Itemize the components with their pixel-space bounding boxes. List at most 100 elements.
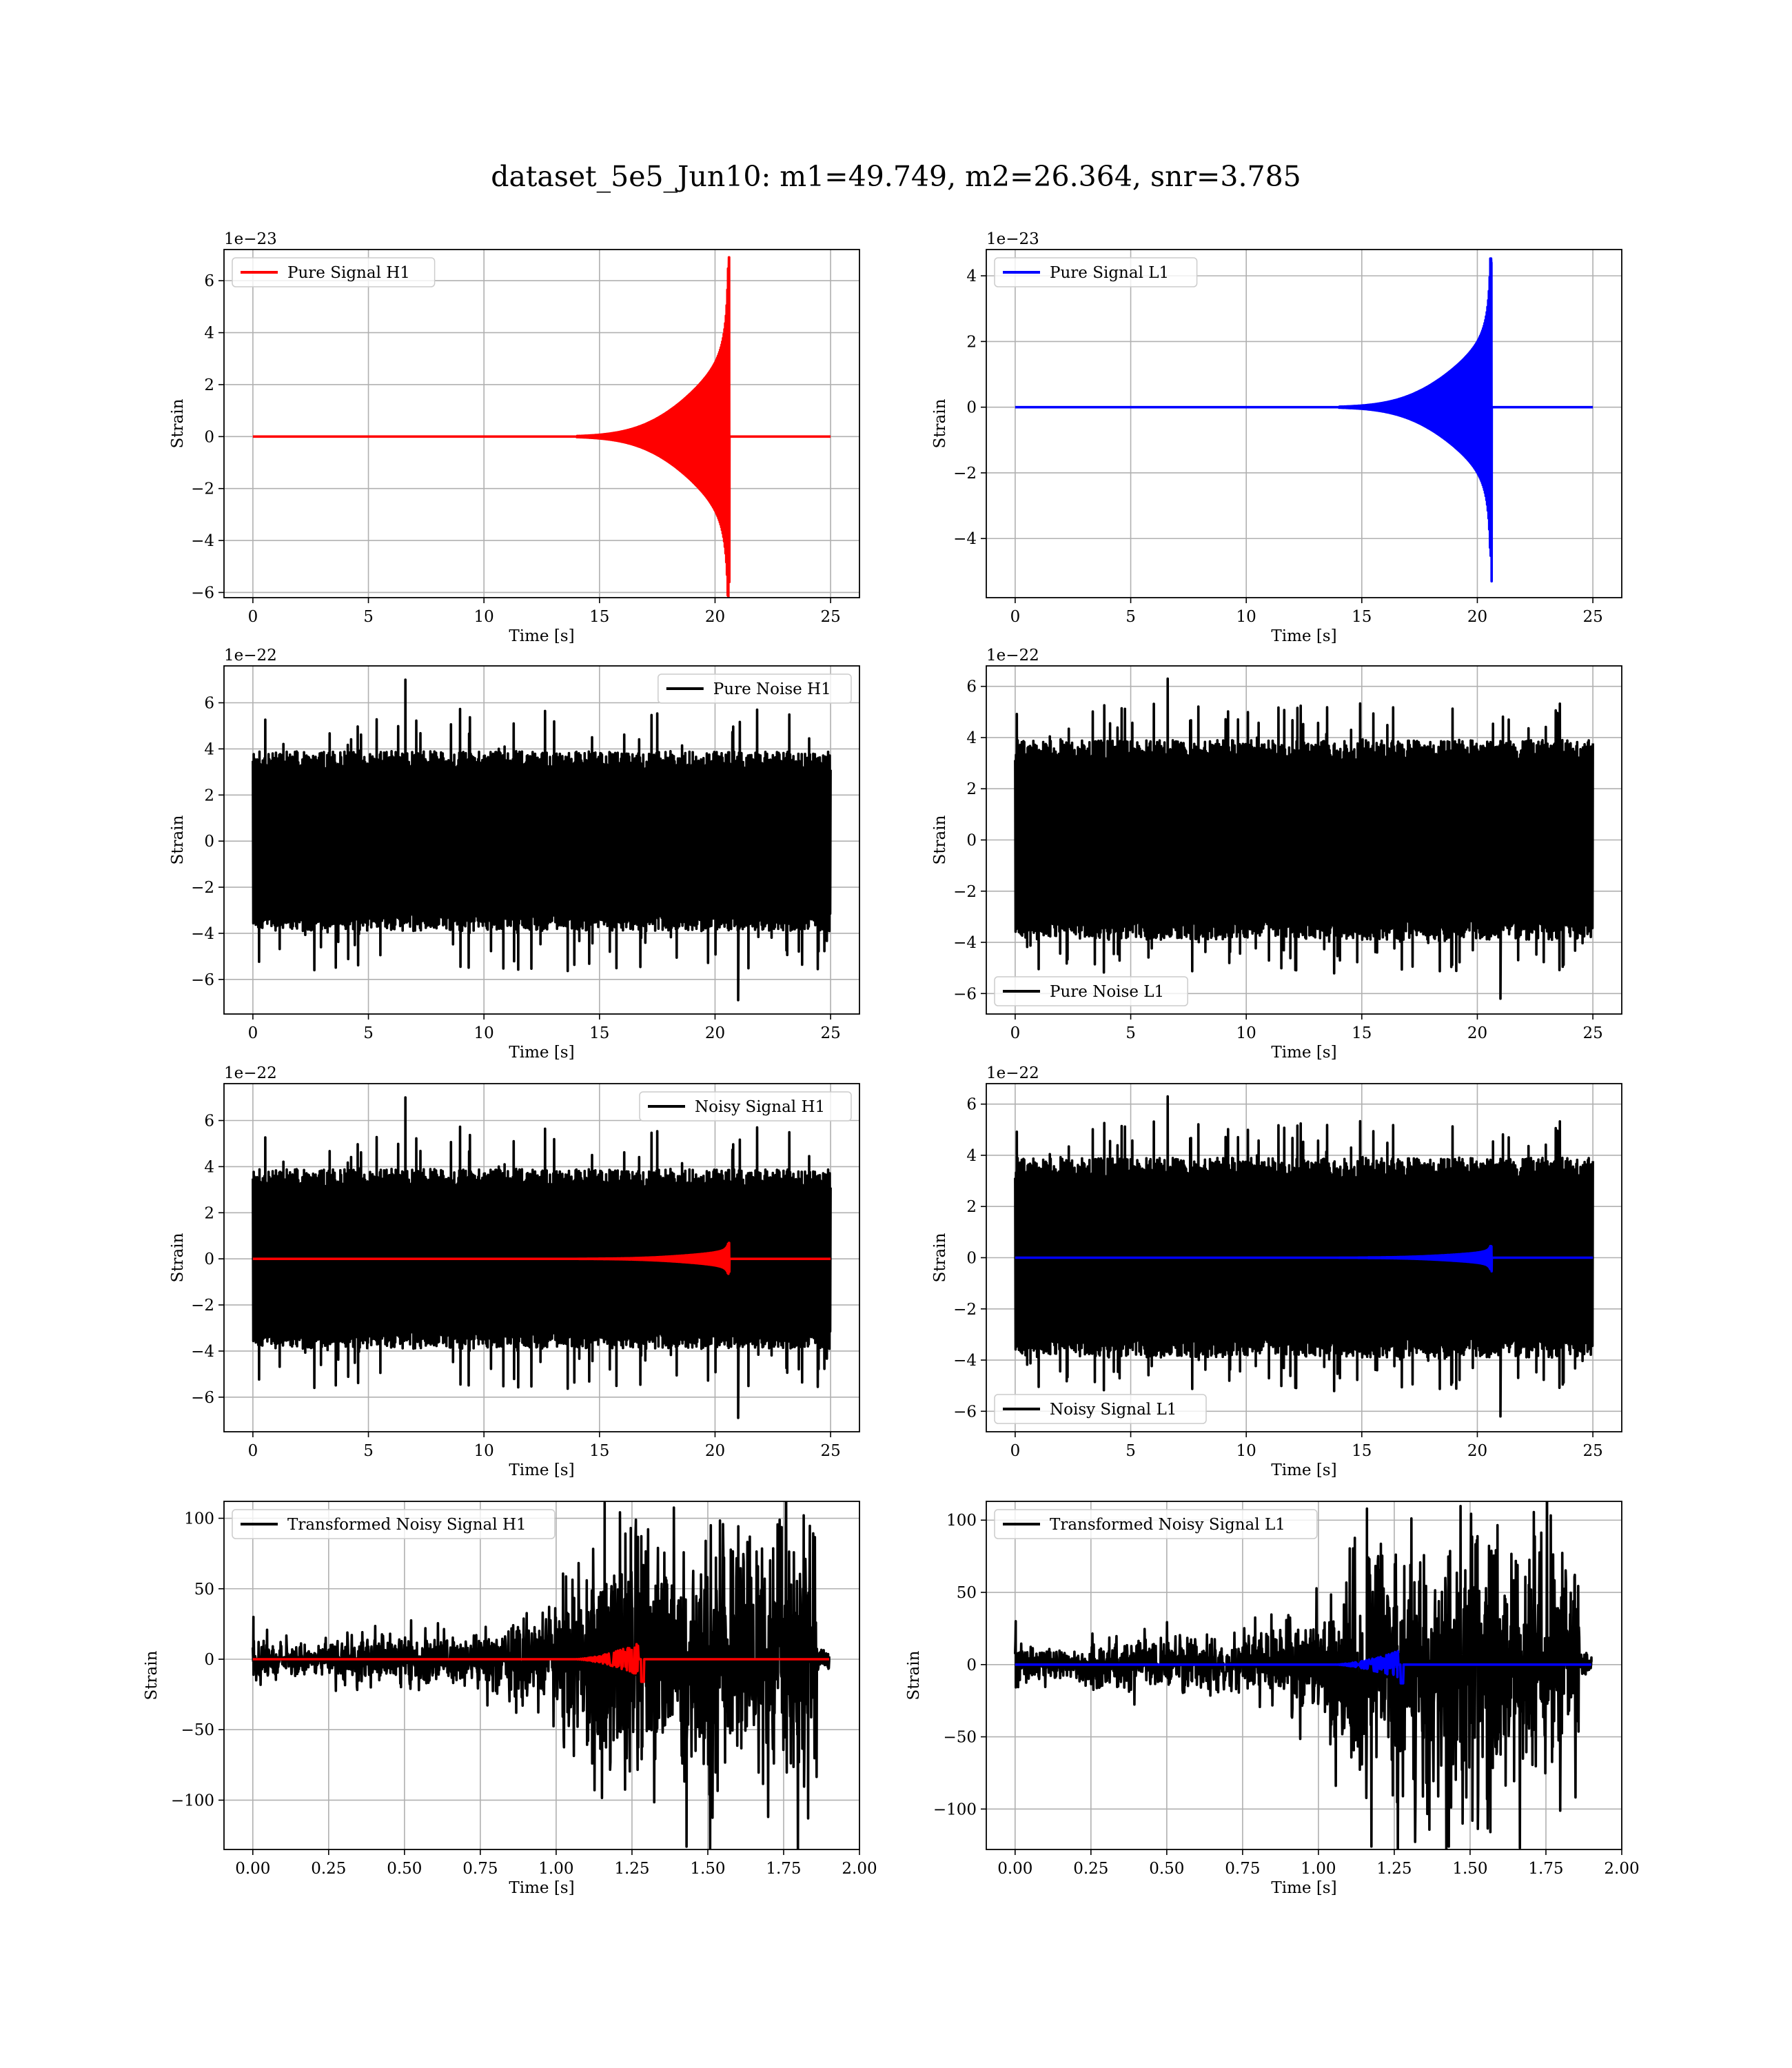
- y-tick-label: 6: [204, 272, 214, 290]
- y-tick-label: −6: [191, 584, 214, 602]
- offset-text: 1e−22: [224, 647, 277, 665]
- x-tick-label: 25: [1582, 1024, 1602, 1042]
- y-tick-label: −2: [953, 883, 977, 901]
- x-axis-label: Time [s]: [1271, 1044, 1336, 1062]
- y-tick-label: 100: [946, 1512, 977, 1530]
- offset-text: 1e−23: [224, 230, 277, 248]
- x-tick-label: 0: [1010, 1024, 1021, 1042]
- x-axis-label: Time [s]: [509, 627, 574, 645]
- y-tick-label: 0: [966, 1656, 977, 1674]
- y-axis-label: Strain: [905, 1650, 923, 1700]
- y-tick-label: 6: [204, 1113, 214, 1131]
- y-tick-label: 0: [204, 833, 214, 851]
- y-tick-label: 0: [966, 399, 977, 417]
- x-tick-label: 25: [1582, 1442, 1602, 1460]
- x-tick-label: 0.25: [311, 1860, 346, 1878]
- y-tick-label: 4: [204, 740, 214, 758]
- x-tick-label: 0: [248, 1024, 258, 1042]
- x-tick-label: 5: [363, 1024, 374, 1042]
- x-axis-label: Time [s]: [509, 1044, 574, 1062]
- x-tick-label: 2.00: [842, 1860, 877, 1878]
- y-tick-label: 2: [966, 1198, 977, 1216]
- axes-frame: [223, 1501, 860, 1850]
- legend-box: [994, 976, 1188, 1006]
- legend: Noisy Signal L1: [994, 1394, 1207, 1424]
- x-tick-label: 0.50: [387, 1860, 422, 1878]
- x-tick-label: 5: [1126, 1024, 1136, 1042]
- y-tick-label: −100: [171, 1792, 214, 1810]
- legend: Noisy Signal H1: [639, 1091, 852, 1122]
- y-tick-label: 4: [966, 1147, 977, 1165]
- x-tick-label: 10: [1236, 1024, 1256, 1042]
- subplot: 0.00 0.25 0.50 0.75 1.00 1.25 1.50 1.75 2.00 −100…: [143, 1501, 877, 1897]
- offset-text: 1e−22: [986, 1064, 1039, 1082]
- legend-box: [232, 257, 436, 287]
- x-tick-label: 10: [474, 608, 494, 626]
- x-tick-label: 10: [1236, 1442, 1256, 1460]
- legend-label: Noisy Signal H1: [695, 1098, 825, 1116]
- y-tick-label: 2: [204, 376, 214, 394]
- series-group: [1014, 677, 1594, 1000]
- legend-box: [994, 1509, 1318, 1539]
- x-tick-label: 1.25: [614, 1860, 649, 1878]
- x-tick-label: 15: [1352, 1442, 1372, 1460]
- y-tick-label: −50: [943, 1729, 977, 1747]
- legend-label: Pure Signal H1: [287, 264, 410, 282]
- y-axis-label: Strain: [931, 398, 949, 448]
- legend: Transformed Noisy Signal L1: [994, 1509, 1318, 1539]
- series-group: [252, 256, 832, 598]
- y-tick-label: 2: [966, 333, 977, 351]
- x-tick-label: 20: [705, 608, 725, 626]
- x-tick-label: 0.75: [462, 1860, 498, 1878]
- series-line: [1014, 1095, 1594, 1418]
- series-group: [1014, 257, 1594, 582]
- y-tick-label: −2: [191, 879, 214, 897]
- x-tick-label: 20: [1467, 608, 1487, 626]
- x-tick-label: 1.00: [1301, 1860, 1336, 1878]
- legend-label: Pure Signal L1: [1050, 264, 1169, 282]
- y-tick-label: −6: [953, 1403, 977, 1421]
- x-tick-label: 0.50: [1149, 1860, 1184, 1878]
- y-tick-label: 4: [966, 267, 977, 285]
- y-tick-label: −2: [191, 480, 214, 498]
- x-tick-label: 0: [1010, 608, 1021, 626]
- y-tick-label: −4: [191, 925, 214, 943]
- y-tick-label: 2: [966, 780, 977, 798]
- series-line: [1014, 1244, 1594, 1273]
- y-tick-label: 0: [966, 1250, 977, 1268]
- x-tick-label: 25: [1582, 608, 1602, 626]
- y-tick-label: −2: [191, 1297, 214, 1315]
- subplot: 0 5 10 15 20 25 −6 −4 −2 0 2 4 6 Time [s] Strain 1e−22 P…: [169, 647, 860, 1062]
- legend-label: Pure Noise H1: [713, 680, 831, 698]
- subplot: 0.00 0.25 0.50 0.75 1.00 1.25 1.50 1.75 2.00 −100…: [905, 1501, 1640, 1897]
- y-axis-label: Strain: [169, 398, 187, 448]
- y-tick-label: 50: [957, 1584, 977, 1602]
- legend: Pure Noise H1: [658, 673, 852, 704]
- x-tick-label: 15: [589, 1024, 609, 1042]
- legend-box: [994, 257, 1198, 287]
- subplot: 0 5 10 15 20 25 −6 −4 −2 0 2 4 6 Time [s] Strain 1e−22 P…: [931, 647, 1622, 1062]
- x-tick-label: 5: [363, 1442, 374, 1460]
- series-line: [252, 256, 832, 598]
- y-tick-label: −4: [191, 1343, 214, 1361]
- x-tick-label: 5: [1126, 1442, 1136, 1460]
- y-axis-label: Strain: [169, 815, 187, 864]
- y-tick-label: 4: [204, 325, 214, 343]
- x-tick-label: 1.75: [1528, 1860, 1563, 1878]
- y-tick-label: 100: [184, 1510, 214, 1528]
- legend: Transformed Noisy Signal H1: [232, 1509, 556, 1539]
- x-axis-label: Time [s]: [1271, 627, 1336, 645]
- x-tick-label: 0: [1010, 1442, 1021, 1460]
- y-tick-label: 0: [966, 832, 977, 850]
- legend-box: [994, 1394, 1207, 1424]
- y-tick-label: 2: [204, 1204, 214, 1222]
- y-tick-label: −6: [191, 1389, 214, 1407]
- axes-frame: [223, 249, 860, 598]
- figure-title: dataset_5e5_Jun10: m1=49.749, m2=26.364,…: [491, 160, 1301, 193]
- y-tick-label: −2: [953, 465, 977, 483]
- series-group: [1014, 1501, 1593, 1849]
- y-tick-label: −100: [933, 1801, 977, 1818]
- x-axis-label: Time [s]: [509, 1461, 574, 1479]
- x-tick-label: 10: [474, 1442, 494, 1460]
